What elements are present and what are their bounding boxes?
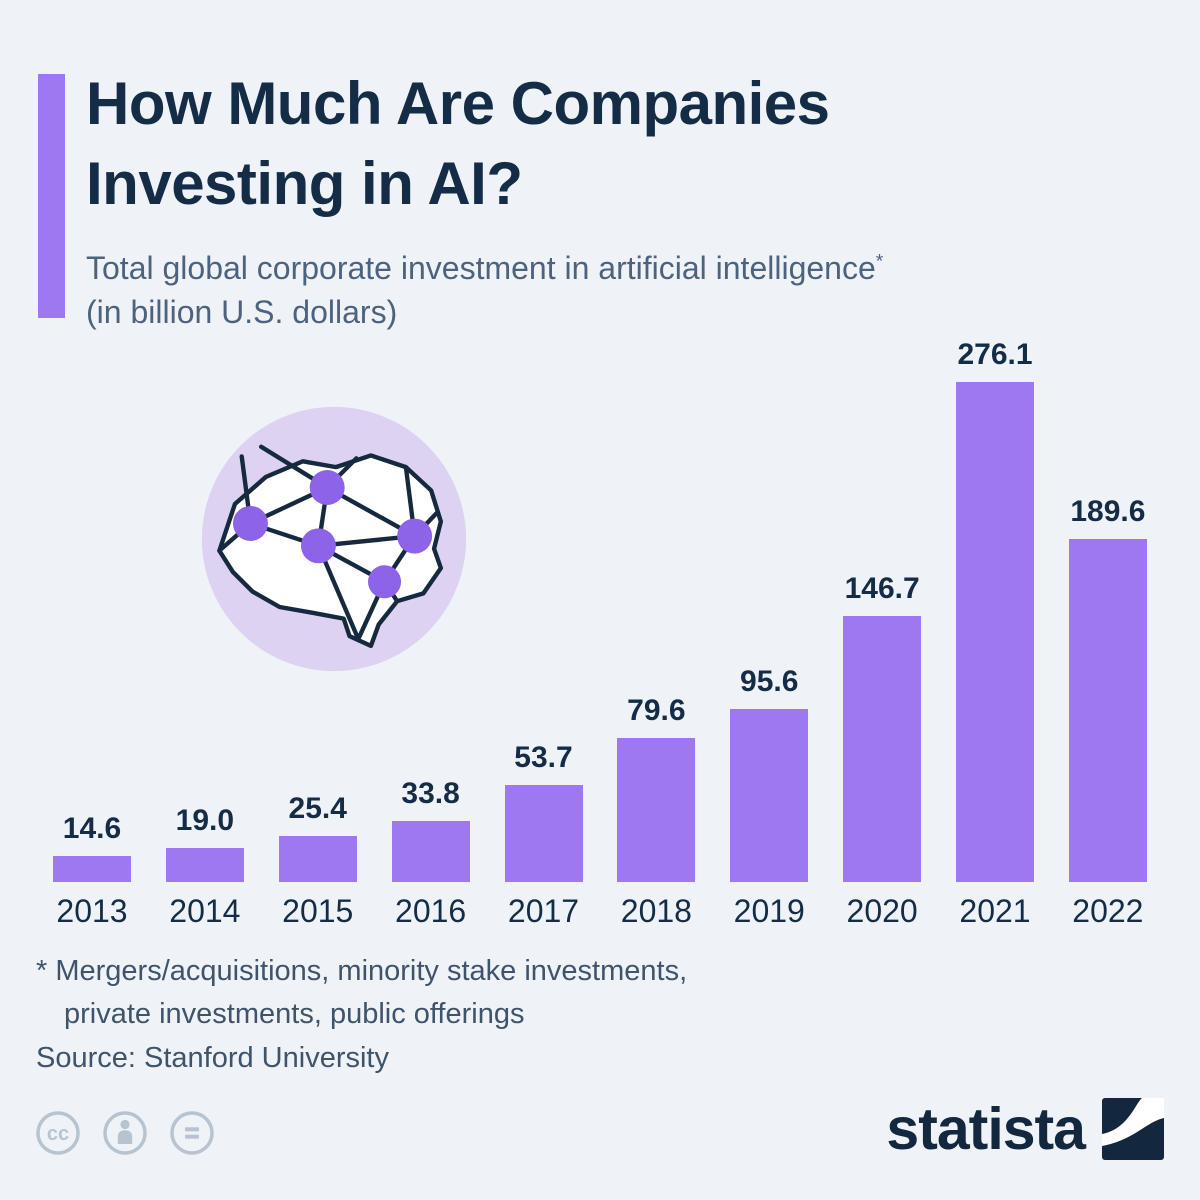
bar bbox=[165, 848, 244, 882]
bar bbox=[956, 382, 1034, 882]
subtitle-line-2: (in billion U.S. dollars) bbox=[86, 294, 398, 330]
bar-value-label: 33.8 bbox=[401, 777, 460, 810]
bar-value-label: 19.0 bbox=[175, 804, 235, 837]
bar bbox=[730, 709, 809, 882]
bar-column: 53.7 bbox=[504, 741, 584, 882]
x-axis-label: 2017 bbox=[507, 893, 580, 929]
bar-value-label: 53.7 bbox=[514, 741, 573, 774]
bar bbox=[617, 738, 696, 882]
x-axis-label: 2022 bbox=[1072, 893, 1144, 929]
x-axis-label: 2016 bbox=[395, 893, 467, 929]
bar-value-label: 95.6 bbox=[740, 665, 799, 698]
brain-network-icon bbox=[201, 406, 467, 672]
page-title: How Much Are Companies Investing in AI? bbox=[86, 64, 1146, 224]
bar-column: 276.1 bbox=[955, 338, 1035, 882]
source-line: Source: Stanford University bbox=[36, 1042, 389, 1074]
bar-column: 79.6 bbox=[616, 694, 696, 882]
cc-attribution-icon bbox=[103, 1111, 147, 1155]
bar-column: 189.6 bbox=[1068, 495, 1148, 882]
footnote: * Mergers/acquisitions, minority stake i… bbox=[36, 950, 687, 1080]
license-icons: cc bbox=[35, 1110, 215, 1156]
chart-subtitle: Total global corporate investment in art… bbox=[86, 246, 1146, 334]
x-axis-label: 2015 bbox=[282, 893, 354, 929]
bar-value-label: 79.6 bbox=[627, 694, 686, 727]
title-line-2: Investing in AI? bbox=[86, 150, 523, 217]
bar-value-label: 25.4 bbox=[288, 792, 347, 825]
x-axis-label: 2013 bbox=[56, 893, 128, 929]
bar bbox=[504, 785, 583, 882]
bar-column: 146.7 bbox=[842, 572, 922, 882]
bar bbox=[278, 836, 357, 882]
bar-value-label: 146.7 bbox=[844, 572, 920, 605]
footnote-marker: * bbox=[36, 955, 48, 987]
cc-nd-icon bbox=[170, 1111, 214, 1155]
bar bbox=[843, 616, 922, 882]
bar-column: 95.6 bbox=[729, 665, 809, 882]
x-axis-label: 2020 bbox=[846, 893, 918, 929]
bar-column: 25.4 bbox=[278, 792, 358, 882]
bar-column: 33.8 bbox=[391, 777, 471, 882]
x-axis-label: 2021 bbox=[959, 893, 1031, 929]
brand-logo: statista bbox=[886, 1098, 1164, 1160]
footnote-line-1: * Mergers/acquisitions, minority stake i… bbox=[36, 950, 687, 993]
header: How Much Are Companies Investing in AI? … bbox=[86, 64, 1146, 334]
bar bbox=[1068, 539, 1147, 882]
x-axis-label: 2019 bbox=[733, 893, 805, 929]
title-accent-bar bbox=[38, 74, 65, 318]
bar-value-label: 189.6 bbox=[1070, 495, 1146, 528]
svg-text:cc: cc bbox=[47, 1123, 69, 1145]
title-line-1: How Much Are Companies bbox=[86, 70, 830, 137]
bar-value-label: 14.6 bbox=[62, 812, 122, 845]
bar-column: 19.0 bbox=[165, 804, 245, 882]
x-axis-label: 2018 bbox=[620, 893, 692, 929]
brand-wordmark: statista bbox=[886, 1096, 1086, 1162]
footnote-line-2: private investments, public offerings bbox=[64, 998, 525, 1030]
footnote-text-1: Mergers/acquisitions, minority stake inv… bbox=[55, 955, 688, 987]
bar bbox=[391, 821, 470, 882]
bar-value-label: 276.1 bbox=[957, 338, 1033, 371]
bar-column: 14.6 bbox=[52, 812, 132, 882]
x-axis-label: 2014 bbox=[169, 893, 241, 929]
subtitle-line-1: Total global corporate investment in art… bbox=[86, 250, 876, 286]
footnote-marker-sup: * bbox=[875, 251, 884, 273]
x-axis-labels: 2013 2014 2015 2016 2017 2018 2019 2020 2021 2022 bbox=[52, 893, 1148, 930]
bar bbox=[53, 856, 131, 882]
bar-chart: 14.6 19.0 25.4 33.8 53.7 79.6 95.6 146.7 276.1 18… bbox=[52, 330, 1148, 882]
cc-license-icon: cc bbox=[36, 1111, 80, 1155]
statista-logo-icon bbox=[1102, 1098, 1164, 1160]
